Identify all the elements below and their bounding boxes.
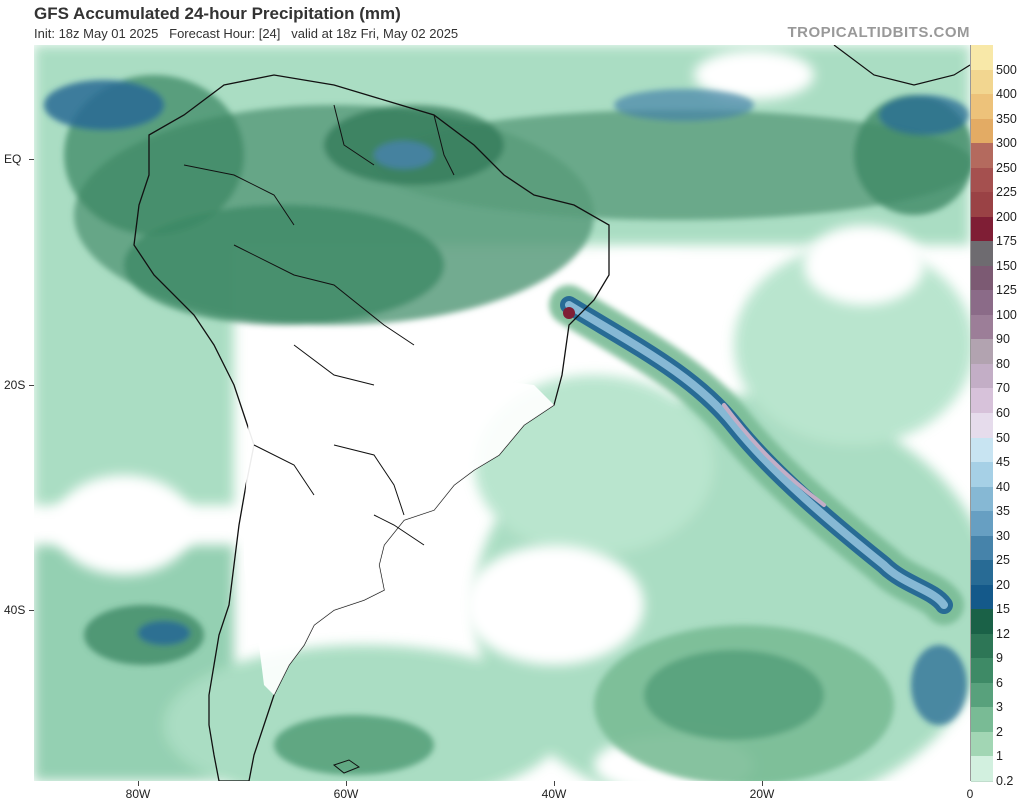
- colorbar-label: 1: [996, 749, 1003, 764]
- map-canvas: [34, 45, 970, 781]
- colorbar-label: 90: [996, 332, 1010, 347]
- colorbar-label: 250: [996, 160, 1017, 175]
- lat-label-40s: 40S: [4, 603, 26, 617]
- lon-label-0: 0: [966, 787, 974, 801]
- colorbar-segment: [971, 45, 993, 71]
- map-subtitle: Init: 18z May 01 2025 Forecast Hour: [24…: [34, 26, 459, 41]
- colorbar-segment: [971, 756, 993, 782]
- colorbar-segment: [971, 462, 993, 488]
- tropical-rain-band: [44, 75, 970, 325]
- colorbar-label: 0.2: [996, 774, 1014, 788]
- colorbar-segment: [971, 94, 993, 120]
- colorbar-segment: [971, 707, 993, 733]
- colorbar-segment: [971, 241, 993, 267]
- colorbar-label: 225: [996, 185, 1017, 200]
- colorbar-label: 500: [996, 62, 1017, 77]
- colorbar-segment: [971, 584, 993, 611]
- colorbar-segment: [971, 609, 993, 635]
- south-atlantic-cyclone: [84, 605, 967, 781]
- colorbar-label: 12: [996, 626, 1010, 641]
- falkland-islands: [332, 759, 361, 774]
- colorbar-label: 45: [996, 455, 1010, 470]
- colorbar-segment: [971, 192, 993, 218]
- lon-tick: [762, 781, 763, 786]
- colorbar-segment: [971, 731, 993, 758]
- lat-tick: [29, 159, 34, 160]
- colorbar-segment: [971, 69, 993, 96]
- colorbar-label: 100: [996, 307, 1017, 322]
- lat-label-eq: EQ: [4, 152, 22, 166]
- colorbar-segment: [971, 339, 993, 365]
- colorbar-label: 30: [996, 528, 1010, 543]
- colorbar-label: 40: [996, 479, 1010, 494]
- colorbar-label: 60: [996, 406, 1010, 420]
- lat-label-20s: 20S: [4, 378, 26, 392]
- colorbar-label: 3: [996, 700, 1003, 715]
- lon-label-80w: 80W: [125, 787, 151, 801]
- colorbar-segment: [971, 413, 993, 439]
- colorbar-label: 175: [996, 234, 1017, 249]
- colorbar-segment: [971, 511, 993, 537]
- colorbar-segment: [971, 167, 993, 194]
- colorbar-label: 125: [996, 283, 1017, 298]
- colorbar-segment: [971, 314, 993, 341]
- colorbar-label: 150: [996, 258, 1017, 273]
- colorbar-segment: [971, 486, 993, 513]
- colorbar-label: 400: [996, 87, 1017, 102]
- lon-label-20w: 20W: [749, 787, 775, 801]
- colorbar-label: 20: [996, 577, 1010, 592]
- colorbar-label: 80: [996, 356, 1010, 371]
- southern-cone-dry-area: [244, 375, 554, 695]
- lat-tick: [29, 385, 34, 386]
- lon-label-40w: 40W: [541, 787, 567, 801]
- colorbar-label: 35: [996, 504, 1010, 519]
- colorbar-segment: [971, 363, 993, 390]
- colorbar-label: 350: [996, 111, 1017, 126]
- lon-tick: [554, 781, 555, 786]
- lat-tick: [29, 610, 34, 611]
- map-title: GFS Accumulated 24-hour Precipitation (m…: [34, 4, 401, 23]
- precip-colorbar: [970, 45, 993, 782]
- colorbar-segment: [971, 535, 993, 562]
- colorbar-segment: [971, 658, 993, 684]
- colorbar-label: 2: [996, 724, 1003, 739]
- cold-front-band: [549, 285, 964, 625]
- colorbar-label: 25: [996, 553, 1010, 568]
- africa-coast: [833, 45, 970, 86]
- precipitation-map[interactable]: [34, 45, 970, 781]
- colorbar-label: 15: [996, 602, 1010, 617]
- colorbar-segment: [971, 290, 993, 316]
- lon-label-60w: 60W: [333, 787, 359, 801]
- colorbar-segment: [971, 633, 993, 660]
- colorbar-label: 300: [996, 136, 1017, 151]
- colorbar-segment: [971, 437, 993, 464]
- brand-watermark: TROPICALTIDBITS.COM: [787, 24, 970, 41]
- country-borders: [183, 104, 455, 546]
- colorbar-label: 70: [996, 381, 1010, 396]
- colorbar-segment: [971, 560, 993, 586]
- lon-tick: [138, 781, 139, 786]
- colorbar-segment: [971, 682, 993, 709]
- colorbar-label: 6: [996, 675, 1003, 690]
- colorbar-label: 200: [996, 209, 1017, 224]
- colorbar-label: 50: [996, 430, 1010, 445]
- colorbar-label: 9: [996, 651, 1003, 666]
- colorbar-segment: [971, 118, 993, 145]
- colorbar-segment: [971, 143, 993, 169]
- lon-tick: [346, 781, 347, 786]
- colorbar-segment: [971, 388, 993, 414]
- colorbar-segment: [971, 216, 993, 243]
- colorbar-segment: [971, 265, 993, 292]
